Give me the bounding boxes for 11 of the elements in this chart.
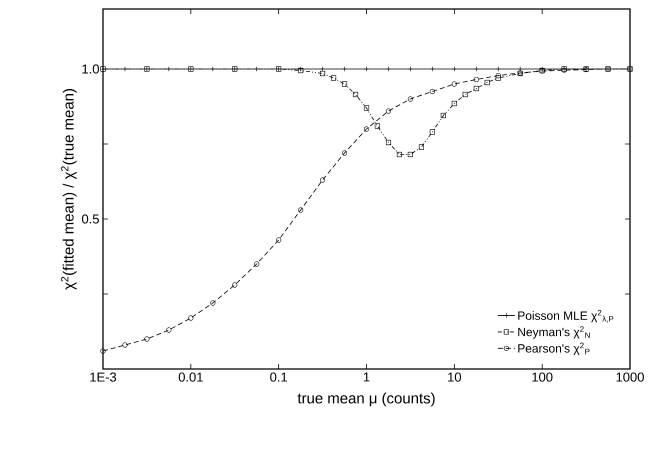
x-axis-title: true mean μ (counts) (298, 392, 435, 406)
x-tick-label: 10 (448, 372, 462, 382)
x-tick-label: 1E-3 (90, 372, 116, 382)
y-axis-title: χ$^{2}$(fitted mean) / χ$^{2}$(true mean) (61, 89, 77, 290)
x-tick-label: 1 (364, 372, 370, 382)
x-tick-label: 0.1 (270, 372, 288, 382)
x-tick-label: 0.01 (178, 372, 203, 382)
y-tick-label: 0.5 (82, 214, 99, 224)
y-tick-label: 1.0 (82, 64, 99, 74)
x-tick-label: 100 (532, 372, 552, 382)
x-tick-label: 1000 (616, 372, 644, 382)
